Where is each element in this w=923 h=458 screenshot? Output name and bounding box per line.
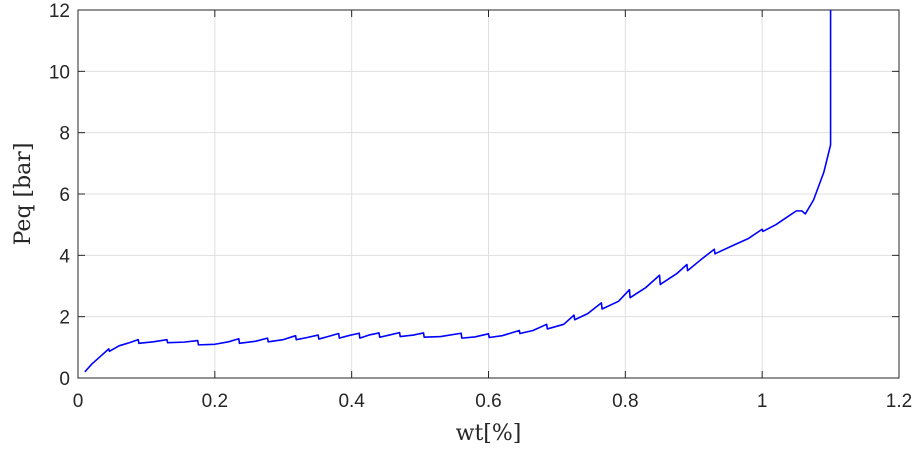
y-tick-label: 0 [59,369,70,390]
y-tick-label: 12 [49,1,70,22]
x-tick-label: 1.2 [886,391,912,412]
x-tick-label: 0.8 [612,391,638,412]
y-tick-label: 6 [59,185,70,206]
y-axis-label: Peq [bar] [11,143,36,246]
x-tick-label: 0 [73,391,84,412]
y-tick-label: 10 [49,62,70,83]
grid [77,9,900,379]
x-tick-label: 0.6 [475,391,501,412]
y-tick-label: 4 [59,246,70,267]
x-tick-label: 0.2 [202,391,228,412]
x-axis-label: wt[%] [456,421,522,446]
series-line [84,10,832,373]
x-tick-labels: 0 0.2 0.4 0.6 0.8 1 1.2 [73,391,913,412]
x-tick-label: 1 [757,391,768,412]
x-tick-label: 0.4 [338,391,365,412]
axis-ticks [77,9,900,379]
y-tick-label: 8 [59,124,70,145]
y-tick-labels: 0 2 4 6 8 10 12 [49,1,71,390]
y-tick-label: 2 [59,308,70,329]
